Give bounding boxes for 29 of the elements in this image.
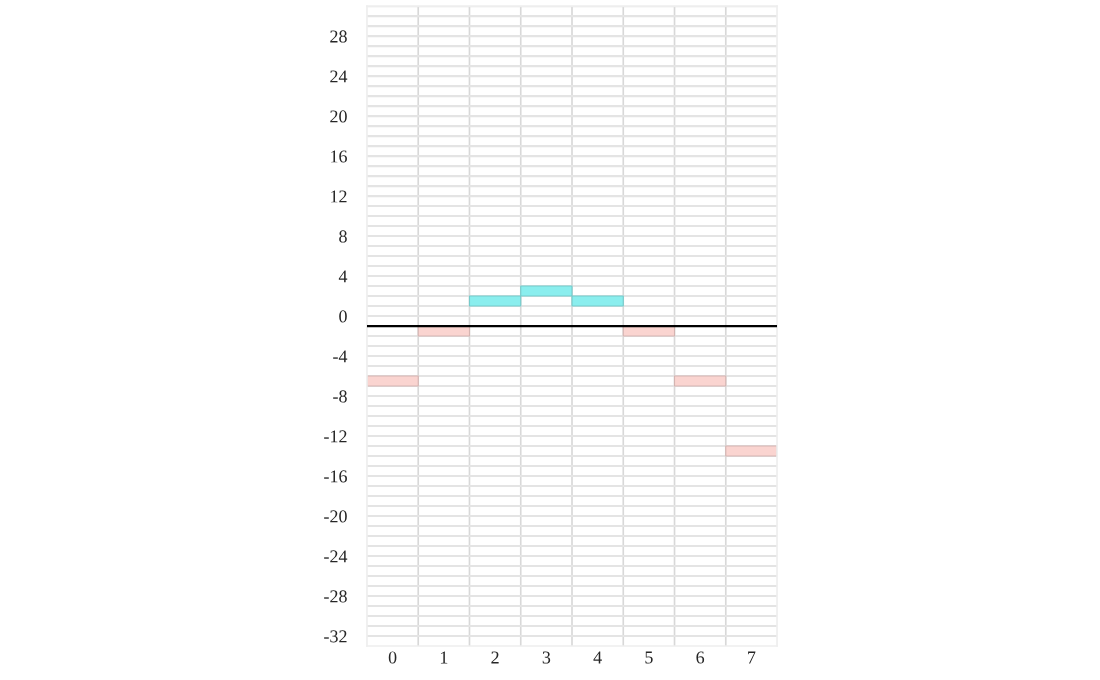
y-tick-label: -20: [324, 510, 347, 523]
y-tick-label: -8: [333, 390, 347, 403]
bar: [366, 375, 419, 387]
x-tick-label: 6: [696, 651, 705, 664]
x-tick-label: 7: [748, 651, 756, 664]
y-tick-label: -28: [324, 590, 347, 603]
y-tick-label: -4: [333, 350, 348, 363]
bar: [622, 325, 676, 337]
x-tick-label: 2: [491, 651, 499, 664]
y-tick-label: 4: [338, 270, 348, 283]
x-tick-label: 5: [645, 651, 653, 664]
y-tick-label: 12: [331, 190, 347, 203]
x-tick-label: 1: [440, 651, 448, 664]
y-tick-label: 16: [331, 150, 347, 163]
x-tick-label: 0: [388, 651, 397, 664]
y-tick-label: 8: [339, 230, 347, 243]
x-tick-label: 3: [542, 651, 551, 664]
bar: [673, 375, 727, 387]
y-tick-label: 28: [330, 30, 347, 43]
y-tick-label: 0: [339, 310, 347, 323]
y-tick-label: -12: [324, 430, 347, 443]
y-tick-label: -16: [324, 470, 347, 483]
x-tick-label: 4: [593, 651, 602, 664]
y-tick-label: -32: [324, 630, 347, 643]
y-tick-label: 24: [330, 70, 348, 83]
y-tick-label: -24: [324, 550, 348, 563]
y-tick-label: 20: [330, 110, 347, 123]
bar: [725, 445, 778, 457]
bar: [417, 325, 471, 337]
